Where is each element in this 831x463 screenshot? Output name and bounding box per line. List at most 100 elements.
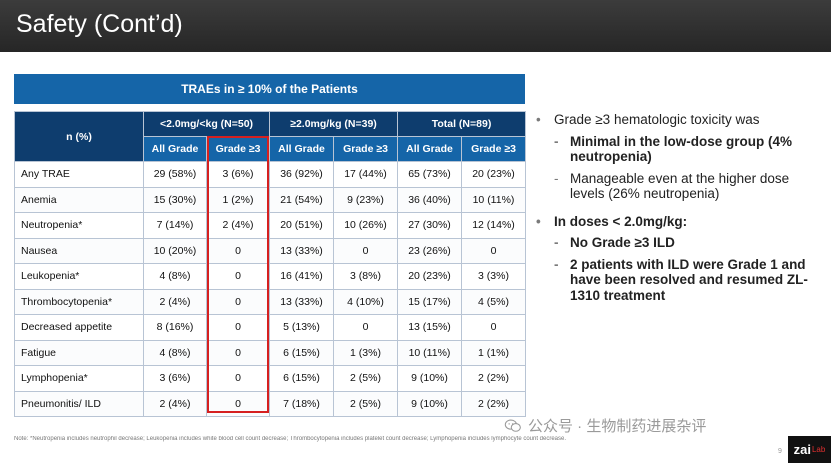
table-cell: 2 (4%) — [206, 212, 270, 239]
table-cell: 2 (5%) — [333, 365, 398, 392]
table-cell: 65 (73%) — [397, 161, 462, 188]
table-cell: 20 (23%) — [460, 161, 527, 188]
table-row: Neutropenia* 7 (14%) 2 (4%) 20 (51%) 10 (26%… — [14, 212, 527, 239]
table-cell: 3 (8%) — [333, 263, 398, 290]
table-row: Nausea 10 (20%) 0 13 (33%) 0 23 (26%) 0 — [14, 237, 527, 264]
table-cell: 36 (40%) — [397, 186, 462, 213]
table-cell: 0 — [460, 314, 527, 341]
table-banner: TRAEs in ≥ 10% of the Patients — [14, 74, 525, 104]
table-cell: 13 (15%) — [397, 314, 462, 341]
table-cell: 9 (10%) — [397, 390, 462, 417]
table-cell: 10 (20%) — [143, 237, 207, 264]
row-label: Thrombocytopenia* — [14, 288, 144, 315]
wechat-icon — [504, 419, 521, 432]
row-label: Any TRAE — [14, 161, 144, 188]
table-cell: 4 (10%) — [333, 288, 398, 315]
table-cell: 13 (33%) — [269, 237, 334, 264]
table-cell: 1 (2%) — [206, 186, 270, 213]
column-header: Grade ≥3 — [460, 136, 527, 162]
logo-main-text: zai — [793, 442, 811, 457]
group-header-high-dose: ≥2.0mg/kg (N=39) — [269, 111, 398, 137]
table-cell: 0 — [206, 314, 270, 341]
table-cell: 0 — [333, 237, 398, 264]
bullet-item: • Grade ≥3 hematologic toxicity was — [536, 112, 826, 128]
table-cell: 2 (2%) — [460, 365, 527, 392]
table-cell: 1 (1%) — [460, 339, 527, 366]
bullet-dot-icon: • — [536, 112, 541, 127]
table-row: Decreased appetite 8 (16%) 0 5 (13%) 0 13 (15… — [14, 314, 527, 341]
table-row: Fatigue 4 (8%) 0 6 (15%) 1 (3%) 10 (11%) 1 (1%… — [14, 339, 527, 366]
row-label: Neutropenia* — [14, 212, 144, 239]
table-cell: 6 (15%) — [269, 339, 334, 366]
bullet-dot-icon: • — [536, 213, 541, 229]
column-header: Grade ≥3 — [333, 136, 398, 162]
watermark: 公众号 · 生物制药进展杂评 — [504, 415, 706, 436]
table-cell: 0 — [460, 237, 527, 264]
sub-bullet-item: - No Grade ≥3 ILD — [536, 235, 826, 251]
table-cell: 9 (10%) — [397, 365, 462, 392]
table-cell: 15 (17%) — [397, 288, 462, 315]
page-number: 9 — [778, 448, 782, 455]
table-cell: 3 (6%) — [206, 161, 270, 188]
table-cell: 10 (26%) — [333, 212, 398, 239]
table-cell: 6 (15%) — [269, 365, 334, 392]
table-cell: 4 (5%) — [460, 288, 527, 315]
bullet-text: Grade ≥3 hematologic toxicity was — [554, 112, 760, 127]
table-cell: 2 (4%) — [143, 390, 207, 417]
table-cell: 1 (3%) — [333, 339, 398, 366]
sub-bullet-text: No Grade ≥3 ILD — [570, 235, 675, 250]
table-cell: 23 (26%) — [397, 237, 462, 264]
sub-bullet-item: - 2 patients with ILD were Grade 1 and h… — [536, 257, 826, 304]
logo-sub-text: Lab — [811, 445, 826, 454]
table-cell: 0 — [206, 390, 270, 417]
table-cell: 0 — [206, 365, 270, 392]
trae-table: n (%) <2.0mg/<kg (N=50) ≥2.0mg/kg (N=39)… — [14, 111, 527, 417]
table-cell: 20 (51%) — [269, 212, 334, 239]
table-cell: 36 (92%) — [269, 161, 334, 188]
table-cell: 2 (5%) — [333, 390, 398, 417]
table-body: Any TRAE 29 (58%) 3 (6%) 36 (92%) 17 (44%) 65… — [14, 161, 527, 417]
table-cell: 3 (3%) — [460, 263, 527, 290]
row-label: Leukopenia* — [14, 263, 144, 290]
dash-icon: - — [554, 256, 559, 272]
row-label: Decreased appetite — [14, 314, 144, 341]
table-cell: 4 (8%) — [143, 339, 207, 366]
row-label: Pneumonitis/ ILD — [14, 390, 144, 417]
table-cell: 0 — [206, 263, 270, 290]
table-cell: 0 — [206, 237, 270, 264]
sub-bullet-text: 2 patients with ILD were Grade 1 and hav… — [570, 256, 808, 303]
table-cell: 8 (16%) — [143, 314, 207, 341]
table-cell: 10 (11%) — [460, 186, 527, 213]
table-cell: 2 (4%) — [143, 288, 207, 315]
table-cell: 9 (23%) — [333, 186, 398, 213]
table-cell: 10 (11%) — [397, 339, 462, 366]
table-cell: 29 (58%) — [143, 161, 207, 188]
table-cell: 2 (2%) — [460, 390, 527, 417]
sub-bullet-item: - Manageable even at the higher dose lev… — [536, 171, 826, 202]
sub-bullet-text: Manageable even at the higher dose level… — [570, 170, 790, 202]
table-cell: 3 (6%) — [143, 365, 207, 392]
table-row: Pneumonitis/ ILD 2 (4%) 0 7 (18%) 2 (5%) 9 (1… — [14, 390, 527, 417]
slide-title: Safety (Cont’d) — [16, 10, 183, 38]
group-header-total: Total (N=89) — [396, 111, 527, 137]
summary-bullets: • Grade ≥3 hematologic toxicity was - Mi… — [536, 112, 826, 309]
sub-bullet-item: - Minimal in the low-dose group (4% neut… — [536, 134, 826, 165]
watermark-text: 公众号 · 生物制药进展杂评 — [528, 418, 707, 435]
row-label: Fatigue — [14, 339, 144, 366]
table-cell: 0 — [206, 339, 270, 366]
table-cell: 0 — [333, 314, 398, 341]
column-header: All Grade — [143, 136, 207, 162]
row-label: Lymphopenia* — [14, 365, 144, 392]
dash-icon: - — [554, 235, 559, 250]
table-cell: 7 (18%) — [269, 390, 334, 417]
slide-header: Safety (Cont’d) — [0, 0, 831, 52]
table-cell: 27 (30%) — [397, 212, 462, 239]
row-label: Nausea — [14, 237, 144, 264]
footnote: Note: *Neutropenia includes neutrophil d… — [14, 436, 567, 442]
bullet-item: • In doses < 2.0mg/kg: — [536, 214, 826, 230]
column-header: Grade ≥3 — [206, 136, 270, 162]
row-label: Anemia — [14, 186, 144, 213]
column-header: All Grade — [269, 136, 334, 162]
column-header: All Grade — [397, 136, 462, 162]
table-cell: 7 (14%) — [143, 212, 207, 239]
